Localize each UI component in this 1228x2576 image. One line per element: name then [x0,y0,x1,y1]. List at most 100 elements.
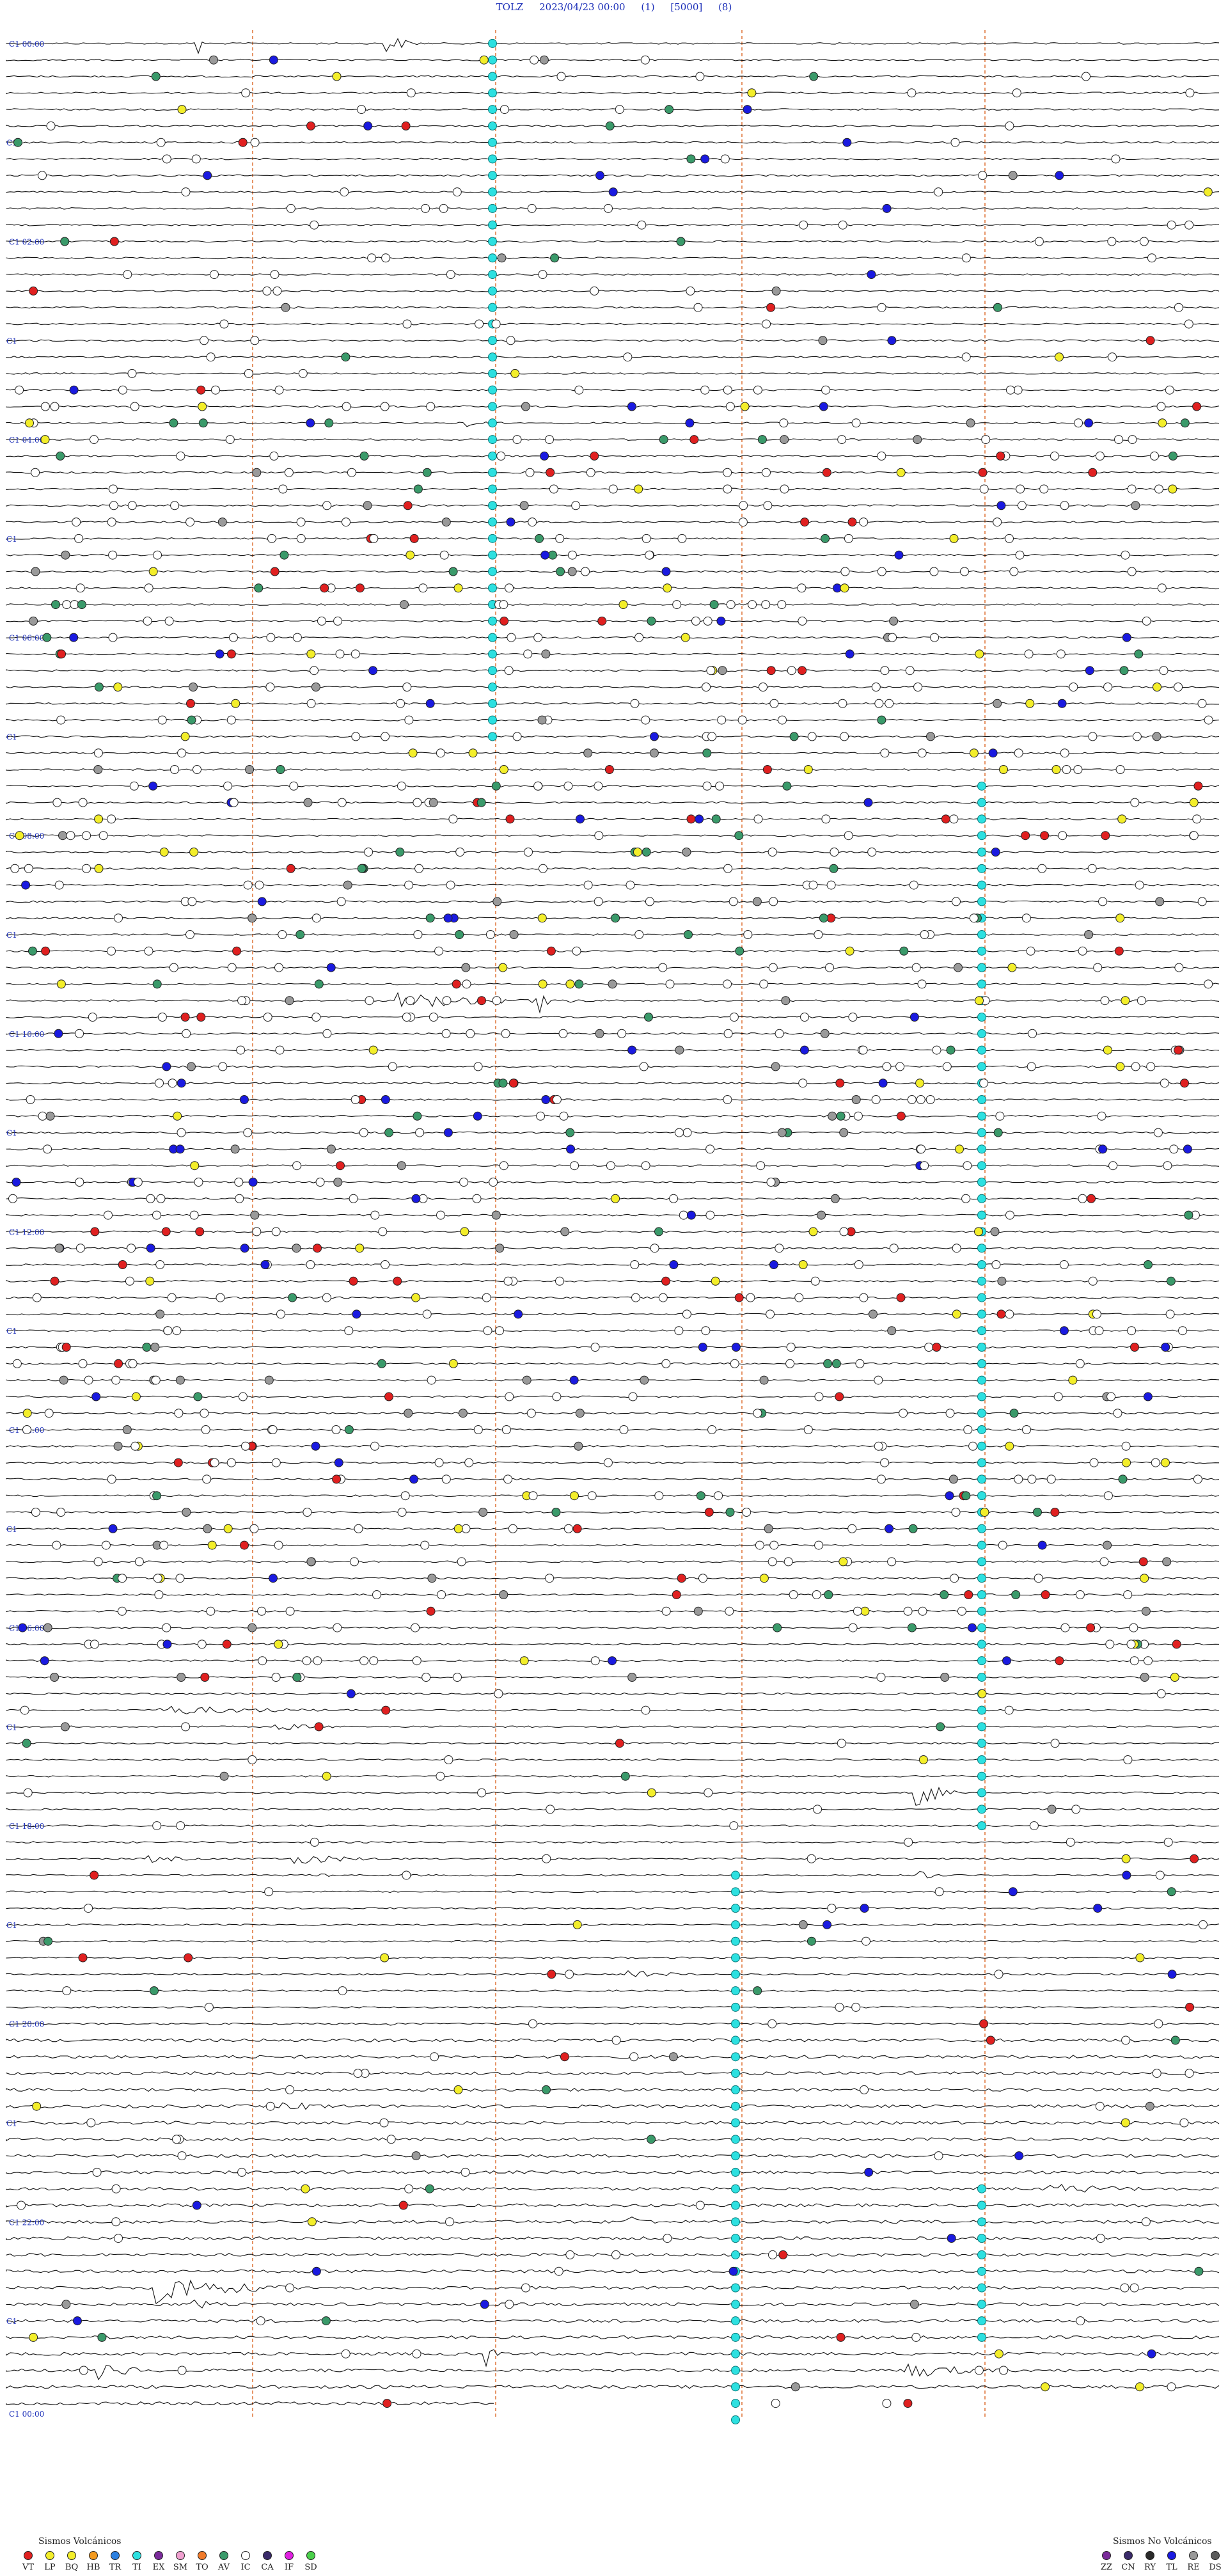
legend-volcanic-item: EX [151,2551,166,2572]
event-marker [370,1210,380,1220]
event-marker [831,1359,841,1368]
event-marker [1168,484,1177,494]
saturation-marker [488,38,497,48]
event-marker [254,583,264,593]
event-marker [31,1508,40,1517]
event-marker [127,368,137,378]
event-marker [313,1656,322,1666]
event-marker [521,2283,530,2293]
saturation-marker [731,2201,740,2210]
event-marker [129,781,139,791]
event-marker [1114,435,1123,445]
event-marker [38,171,47,180]
event-marker [735,946,744,956]
event-marker [576,814,585,824]
event-marker [269,1574,278,1583]
saturation-marker [977,798,986,807]
event-marker [260,1260,270,1269]
legend-code: HB [86,2563,100,2572]
event-marker [66,831,75,841]
event-marker [1174,963,1184,972]
saturation-marker [488,270,497,280]
event-marker [845,649,854,659]
saturation-marker [977,1392,986,1402]
event-marker [198,418,208,428]
event-marker [109,237,119,246]
event-marker [25,418,34,428]
seismic-trace [6,1940,1220,1943]
event-marker [669,1194,679,1203]
event-marker [200,1409,209,1418]
event-marker [1016,484,1025,494]
event-marker [276,765,285,774]
saturation-marker [488,253,497,263]
event-marker [422,1309,432,1319]
event-marker [1121,550,1130,560]
event-marker [395,848,405,857]
event-marker [554,2266,563,2276]
legend-volcanic-item: SD [303,2551,319,2572]
event-marker [104,1210,113,1220]
seismic-trace [6,2203,1220,2208]
event-marker [658,963,668,972]
event-marker [753,1986,762,1996]
event-marker [693,1606,703,1616]
event-marker [725,1508,735,1517]
saturation-marker [977,2332,986,2342]
event-marker [61,1343,71,1352]
event-marker [403,501,413,510]
event-marker [1027,1062,1036,1071]
event-marker [101,1540,111,1550]
event-marker [460,2167,470,2177]
legend-code: VT [22,2563,35,2572]
event-marker [571,501,581,510]
saturation-marker [731,2217,740,2227]
event-marker [177,1673,186,1682]
event-marker [436,1771,445,1781]
event-marker [880,666,890,676]
event-marker [311,2266,321,2276]
event-marker [603,1458,613,1467]
event-marker [538,979,547,989]
event-marker [909,1013,919,1022]
seismic-trace [6,1461,1220,1464]
hour-label: C1 10:00 [9,1030,44,1039]
event-marker [1163,1161,1172,1171]
seismic-trace [6,1643,1220,1646]
event-marker [1131,501,1140,510]
saturation-marker [977,781,986,791]
saturation-marker [488,649,497,659]
event-marker [604,203,613,213]
event-marker [50,1673,59,1682]
event-marker [1015,550,1025,560]
event-marker [876,1474,886,1484]
event-marker [1055,352,1064,362]
event-marker [1009,1409,1019,1418]
event-marker [1007,963,1017,972]
event-marker [56,715,66,725]
event-marker [695,72,705,81]
event-marker [617,1029,627,1038]
event-marker [1068,1375,1078,1385]
event-marker [335,649,345,659]
event-marker [821,814,831,824]
event-marker [13,138,22,147]
event-marker [647,2135,656,2144]
seismic-trace [6,521,1220,523]
seismic-trace [6,1527,1220,1530]
event-marker [409,533,419,543]
event-marker [769,1540,779,1550]
event-marker [439,203,448,213]
event-marker [222,1640,232,1649]
saturation-marker [977,1210,986,1220]
seismic-trace [6,91,1219,95]
seismic-trace [6,1444,1220,1448]
event-marker [595,171,604,180]
event-marker [818,336,828,345]
event-marker [1014,1474,1023,1484]
event-marker [1047,1805,1057,1814]
event-marker [29,2332,38,2342]
saturation-marker [977,1590,986,1599]
event-marker [1057,699,1067,708]
